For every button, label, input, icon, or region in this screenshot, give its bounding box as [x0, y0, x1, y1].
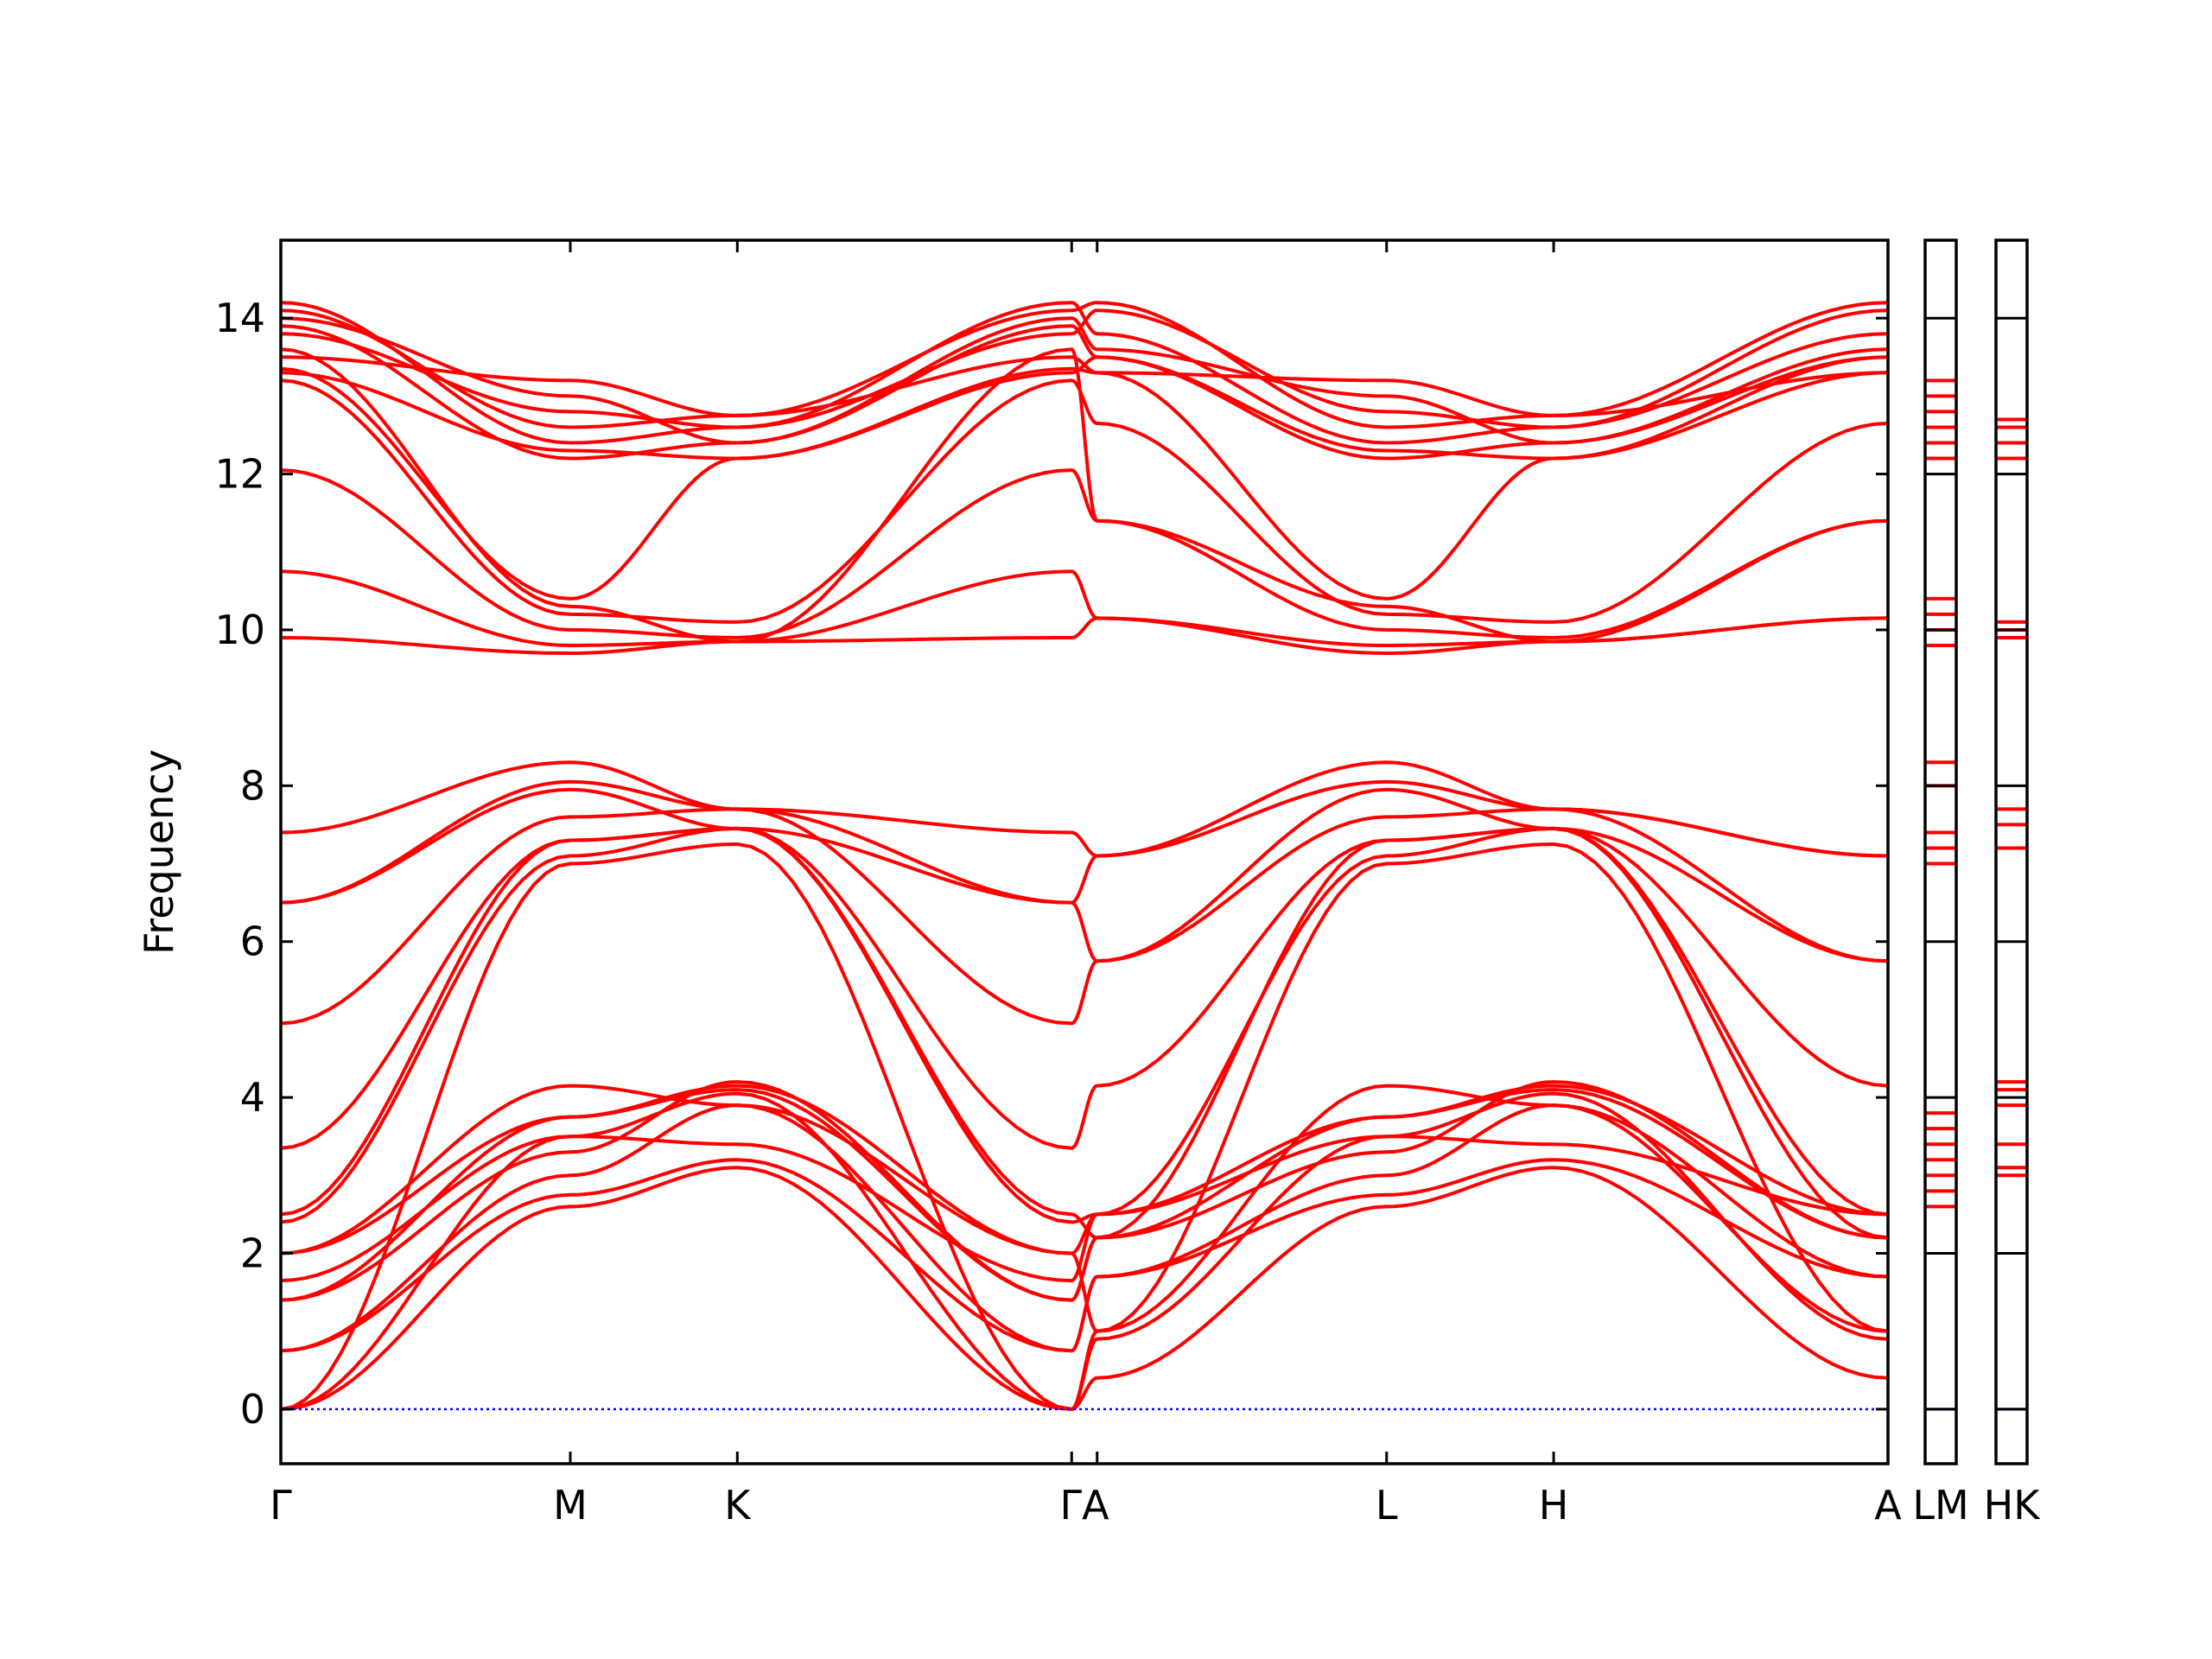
y-tick-label: 4 [240, 1074, 265, 1121]
band-mid-optical-3 [281, 787, 1888, 963]
x-tick-label: K [724, 1482, 752, 1529]
band-top-4 [281, 308, 1888, 429]
band-upper-5 [281, 366, 1888, 601]
band-upper-2 [281, 569, 1888, 647]
side-panel-lm-frame [1923, 238, 1958, 1465]
side-panel-hk-marks [1996, 417, 2027, 1411]
y-axis-ticks: 0 2 4 6 8 10 12 14 [214, 295, 2027, 1433]
band-acoustic-3 [281, 842, 1888, 1411]
side-panel-label: LM [1912, 1482, 1968, 1529]
x-tick-label: M [553, 1482, 588, 1529]
x-tick-label: A [1874, 1482, 1902, 1529]
side-panel-label: HK [1984, 1482, 2042, 1529]
band-mid-optical-5 [281, 760, 1888, 858]
x-axis-ticks: Γ M K ΓA L H A LM HK [270, 240, 2041, 1529]
x-tick-label: ΓA [1059, 1482, 1109, 1529]
band-low-optical-5 [281, 1135, 1888, 1283]
band-top-2 [281, 301, 1888, 445]
side-panel-lm-marks [1925, 378, 1956, 1411]
x-tick-label: H [1539, 1482, 1569, 1529]
y-tick-label: 10 [214, 607, 265, 653]
band-top-1 [281, 324, 1888, 461]
y-tick-label: 2 [240, 1230, 265, 1276]
y-tick-label: 8 [240, 762, 265, 809]
band-lines [281, 301, 1888, 1411]
x-tick-label: L [1376, 1482, 1398, 1529]
side-panel-hk-frame [1994, 238, 2029, 1465]
y-tick-label: 0 [240, 1386, 265, 1433]
band-low-optical-2 [281, 1103, 1888, 1353]
y-tick-label: 12 [214, 451, 265, 498]
band-low-optical-7 [281, 1084, 1888, 1333]
band-low-optical-9 [281, 826, 1888, 1240]
band-upper-4 [281, 378, 1888, 624]
main-plot-frame [279, 238, 1890, 1465]
band-top-7 [281, 355, 1888, 461]
band-upper-3 [281, 468, 1888, 639]
band-mid-optical-1 [281, 826, 1888, 1150]
band-top-3 [281, 301, 1888, 429]
band-low-optical-6 [281, 1084, 1888, 1255]
band-mid-optical-2 [281, 807, 1888, 1026]
y-tick-label: 6 [240, 918, 265, 965]
band-upper-6 [281, 347, 1888, 644]
x-tick-label: Γ [270, 1482, 292, 1529]
band-acoustic-1 [281, 1166, 1888, 1411]
band-top-5 [281, 316, 1888, 445]
y-axis-label: Frequency [136, 749, 182, 955]
y-tick-label: 14 [214, 295, 265, 341]
